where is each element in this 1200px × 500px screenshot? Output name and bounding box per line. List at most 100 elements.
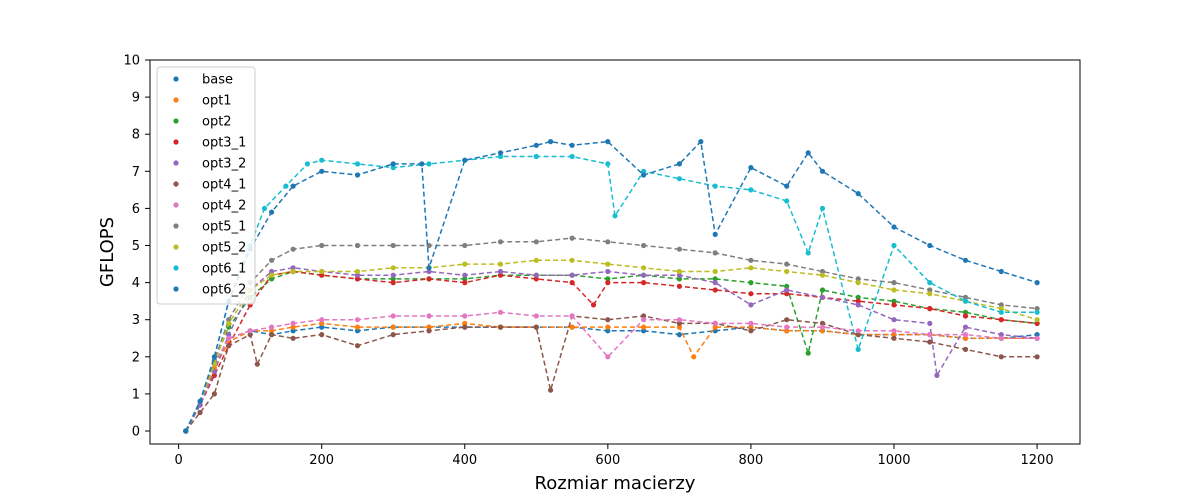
- data-point: [354, 161, 361, 167]
- legend-entry: opt5_1: [202, 220, 246, 235]
- data-point: [290, 246, 296, 252]
- data-point: [641, 242, 647, 249]
- data-point: [269, 328, 275, 334]
- data-point: [891, 242, 897, 249]
- x-axis: 0 200 400 600 800 1000 1200: [174, 444, 1054, 468]
- data-point: [319, 242, 325, 249]
- series-line: [185, 326, 1038, 432]
- data-point: [497, 272, 504, 278]
- series-line: [185, 311, 1038, 432]
- data-point: [211, 391, 217, 397]
- data-point: [569, 235, 575, 241]
- data-point: [390, 165, 396, 171]
- data-point: [962, 313, 969, 319]
- data-point: [497, 239, 504, 245]
- data-point: [676, 320, 683, 326]
- data-point: [605, 328, 611, 334]
- data-point: [462, 261, 468, 267]
- data-point: [283, 183, 289, 189]
- data-point: [927, 306, 933, 312]
- data-point: [497, 268, 504, 275]
- legend-box: [156, 66, 256, 305]
- data-point: [533, 142, 539, 148]
- data-point: [533, 272, 539, 278]
- data-point: [691, 354, 697, 360]
- data-point: [319, 272, 325, 278]
- data-point: [1034, 309, 1040, 315]
- data-point: [548, 387, 554, 393]
- data-point: [712, 183, 718, 189]
- data-point: [927, 287, 933, 293]
- data-point: [891, 335, 897, 341]
- data-point: [641, 313, 647, 319]
- data-point: [891, 298, 897, 304]
- data-point: [698, 139, 704, 145]
- legend-marker: [173, 202, 179, 208]
- series-line: [185, 322, 1038, 432]
- data-point: [354, 328, 361, 334]
- data-point: [533, 257, 539, 263]
- data-point: [269, 324, 275, 330]
- data-point: [891, 302, 897, 308]
- data-point: [676, 161, 683, 167]
- data-point: [612, 213, 618, 219]
- data-point: [462, 157, 468, 163]
- series-opt4-1: [183, 313, 1040, 434]
- data-point: [927, 339, 933, 345]
- data-point: [819, 287, 826, 293]
- x-tick-label: 800: [739, 453, 764, 468]
- data-point: [1034, 306, 1040, 312]
- data-point: [784, 317, 790, 323]
- data-point: [497, 153, 504, 160]
- data-point: [605, 280, 611, 286]
- data-point: [226, 317, 232, 323]
- series-base: [183, 324, 1040, 434]
- data-point: [426, 268, 432, 275]
- plot-area: [183, 139, 1040, 434]
- data-point: [197, 409, 203, 416]
- data-point: [419, 161, 425, 167]
- data-point: [998, 354, 1004, 360]
- y-tick-label: 6: [132, 202, 140, 217]
- series-opt3-1: [183, 268, 1040, 434]
- data-point: [748, 187, 754, 193]
- data-point: [819, 328, 826, 334]
- data-point: [569, 313, 575, 319]
- data-point: [998, 332, 1004, 338]
- legend-marker: [173, 160, 179, 166]
- legend-marker: [173, 265, 179, 271]
- data-point: [319, 168, 325, 174]
- data-point: [390, 161, 396, 167]
- data-point: [390, 332, 396, 338]
- data-point: [962, 298, 969, 304]
- series-line: [185, 315, 1038, 432]
- data-point: [354, 324, 361, 330]
- legend-entry: opt3_1: [202, 136, 246, 151]
- data-point: [590, 302, 597, 308]
- data-point: [390, 324, 396, 330]
- series-line: [185, 139, 1038, 432]
- data-point: [426, 324, 432, 330]
- data-point: [712, 268, 718, 275]
- data-point: [354, 172, 361, 178]
- data-point: [290, 324, 296, 330]
- data-point: [290, 328, 296, 334]
- y-tick-label: 3: [132, 313, 140, 328]
- data-point: [319, 332, 325, 338]
- legend-entry: opt1: [202, 94, 232, 109]
- data-point: [269, 332, 275, 338]
- y-tick-label: 1: [132, 387, 140, 402]
- data-point: [211, 372, 217, 378]
- data-point: [962, 324, 969, 330]
- data-point: [319, 320, 325, 326]
- legend-entry: opt3_2: [202, 157, 246, 172]
- data-point: [641, 265, 647, 271]
- data-point: [462, 280, 468, 286]
- data-point: [712, 287, 718, 293]
- legend-marker: [173, 223, 179, 229]
- data-point: [962, 309, 969, 315]
- x-tick-label: 400: [452, 453, 477, 468]
- data-point: [784, 287, 790, 293]
- data-point: [676, 272, 683, 278]
